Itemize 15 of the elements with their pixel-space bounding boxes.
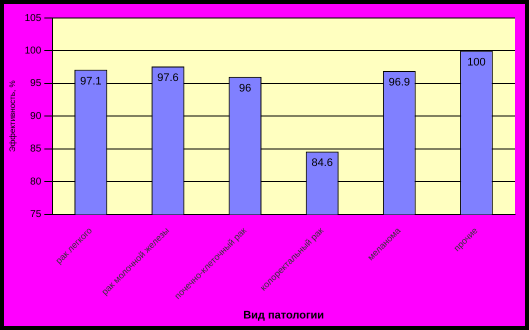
- data-label: 97.6: [157, 72, 179, 84]
- y-tick-label: 75: [30, 209, 42, 220]
- y-tick-label: 95: [30, 78, 42, 90]
- x-axis-title: Вид патологии: [243, 309, 324, 322]
- data-label: 96: [238, 82, 252, 94]
- y-tick-label: 85: [30, 144, 42, 155]
- y-tick-label: 105: [24, 12, 42, 24]
- y-axis-title: Эффективность, %: [8, 80, 18, 152]
- data-label: 97.1: [80, 75, 102, 88]
- y-tick-label: 100: [24, 45, 42, 56]
- data-label: 84.6: [311, 157, 333, 170]
- data-label: 100: [467, 56, 486, 68]
- y-tick-label: 90: [30, 110, 42, 122]
- y-tick-label: 80: [30, 176, 42, 188]
- data-label: 96.9: [388, 76, 410, 89]
